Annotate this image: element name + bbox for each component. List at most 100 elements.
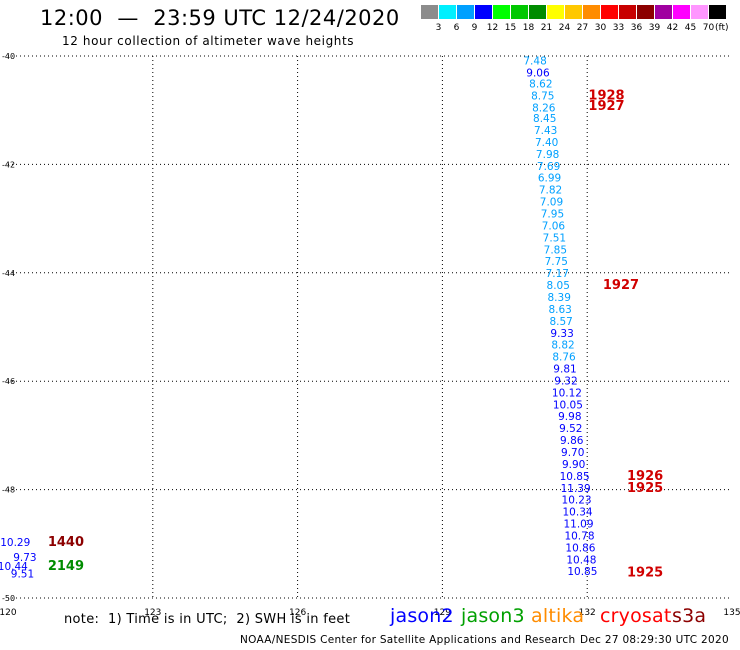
- wave-height-label: 9.70: [561, 447, 584, 459]
- color-swatch: [565, 5, 582, 19]
- wave-height-label: 8.45: [533, 113, 556, 125]
- color-swatch: [493, 5, 510, 19]
- wave-height-label: 7.85: [544, 244, 567, 256]
- wave-height-label: 7.40: [535, 137, 558, 149]
- wave-height-label: 9.73: [13, 552, 36, 564]
- footer-timestamp: Dec 27 08:29:30 UTC 2020: [580, 634, 729, 646]
- wave-height-label: 10.85: [567, 566, 597, 578]
- wave-height-label: 9.33: [550, 328, 573, 340]
- color-swatch: [655, 5, 672, 19]
- x-tick-label: 126: [289, 608, 306, 618]
- color-scale-label: 24: [558, 23, 571, 33]
- color-scale-label: 6: [453, 23, 460, 33]
- pass-time-label: 1440: [48, 535, 84, 550]
- wave-height-label: 7.69: [537, 161, 560, 173]
- color-swatch: [619, 5, 636, 19]
- wave-height-label: 8.39: [548, 292, 571, 304]
- wave-height-label: 8.63: [548, 304, 571, 316]
- wave-height-label: 7.98: [536, 149, 559, 161]
- wave-height-label: 9.52: [559, 423, 582, 435]
- wave-height-label: 7.48: [523, 56, 546, 68]
- pass-time-label: 1928: [588, 88, 624, 103]
- wave-height-label: 7.95: [541, 209, 564, 221]
- wave-height-label: 7.17: [546, 268, 569, 280]
- wave-height-label: 9.98: [558, 411, 581, 423]
- x-tick-label: 120: [0, 608, 17, 618]
- color-scale-label: 9: [471, 23, 478, 33]
- color-swatch: [529, 5, 546, 19]
- pass-time-label: 1925: [627, 481, 663, 496]
- wave-height-label: 10.34: [563, 507, 593, 519]
- wave-height-label: 9.51: [11, 568, 34, 580]
- wave-height-label: 10.85: [560, 471, 590, 483]
- color-swatch: [601, 5, 618, 19]
- x-tick-label: 132: [579, 608, 596, 618]
- color-scale-label: 18: [522, 23, 535, 33]
- pass-time-label: 1927: [588, 99, 624, 114]
- pass-time-label: 1927: [603, 278, 639, 293]
- wave-height-label: 10.78: [564, 530, 594, 542]
- wave-height-label: 9.86: [560, 435, 584, 447]
- wave-height-label: 10.48: [566, 554, 596, 566]
- wave-height-label: 8.76: [552, 352, 576, 364]
- color-swatch: [637, 5, 654, 19]
- wave-height-label: 10.86: [565, 542, 595, 554]
- wave-height-label: 10.44: [0, 561, 28, 573]
- color-swatch: [583, 5, 600, 19]
- wave-height-label: 8.75: [531, 90, 554, 102]
- wave-height-label: 11.39: [561, 483, 591, 495]
- chart-subtitle: 12 hour collection of altimeter wave hei…: [62, 34, 355, 48]
- color-swatch: [547, 5, 564, 19]
- wave-height-label: 7.82: [539, 185, 562, 197]
- wave-height-label: 9.32: [554, 375, 577, 387]
- wave-height-label: 8.82: [551, 340, 574, 352]
- pass-time-label: 1925: [627, 565, 663, 580]
- satellite-legend-item: jason3: [461, 605, 525, 627]
- wave-height-label: 10.12: [552, 387, 582, 399]
- pass-time-label: 1926: [627, 469, 663, 484]
- y-tick-label: -46: [2, 377, 15, 386]
- color-scale-label: 12: [486, 23, 499, 33]
- color-scale-label: 42: [666, 23, 679, 33]
- color-scale-label: 3: [435, 23, 442, 33]
- color-scale-label: 70: [702, 23, 715, 33]
- wave-height-label: 8.57: [549, 316, 572, 328]
- color-swatch: [673, 5, 690, 19]
- color-swatch: [691, 5, 708, 19]
- wave-height-label: 8.05: [547, 280, 570, 292]
- wave-height-label: 7.75: [545, 256, 568, 268]
- x-tick-label: 123: [144, 608, 161, 618]
- color-swatch: [709, 5, 726, 19]
- wave-height-label: 10.23: [562, 495, 592, 507]
- wave-height-label: 8.26: [532, 102, 556, 114]
- color-swatch: [511, 5, 528, 19]
- y-tick-label: -44: [2, 269, 15, 278]
- color-scale-label: 39: [648, 23, 661, 33]
- wave-height-label: 9.81: [553, 364, 576, 376]
- wave-height-label: 7.09: [540, 197, 563, 209]
- wave-height-label: 9.90: [562, 459, 585, 471]
- wave-height-label: 6.99: [538, 173, 561, 185]
- wave-height-label: 8.62: [529, 78, 552, 90]
- color-scale-label: 33: [612, 23, 625, 33]
- color-scale-label: 36: [630, 23, 643, 33]
- satellite-legend-item: jason2: [390, 605, 454, 627]
- wave-height-label: 9.06: [526, 68, 550, 80]
- wave-height-label: 7.06: [542, 220, 566, 232]
- y-tick-label: -50: [2, 594, 15, 603]
- color-scale-label: 30: [594, 23, 607, 33]
- color-scale-label: 45: [684, 23, 697, 33]
- wave-height-label: 10.05: [553, 399, 583, 411]
- color-swatch: [421, 5, 438, 19]
- chart-title: 12:00 — 23:59 UTC 12/24/2020: [40, 6, 400, 30]
- color-swatch: [475, 5, 492, 19]
- color-scale-label: 15: [504, 23, 517, 33]
- wave-height-label: 11.09: [563, 519, 593, 531]
- wave-height-label: 7.51: [543, 232, 566, 244]
- footer-credit: NOAA/NESDIS Center for Satellite Applica…: [240, 634, 576, 646]
- y-tick-label: -40: [2, 52, 15, 61]
- color-scale-label: 27: [576, 23, 589, 33]
- x-tick-label: 129: [434, 608, 451, 618]
- color-scale-unit: (ft): [715, 23, 729, 33]
